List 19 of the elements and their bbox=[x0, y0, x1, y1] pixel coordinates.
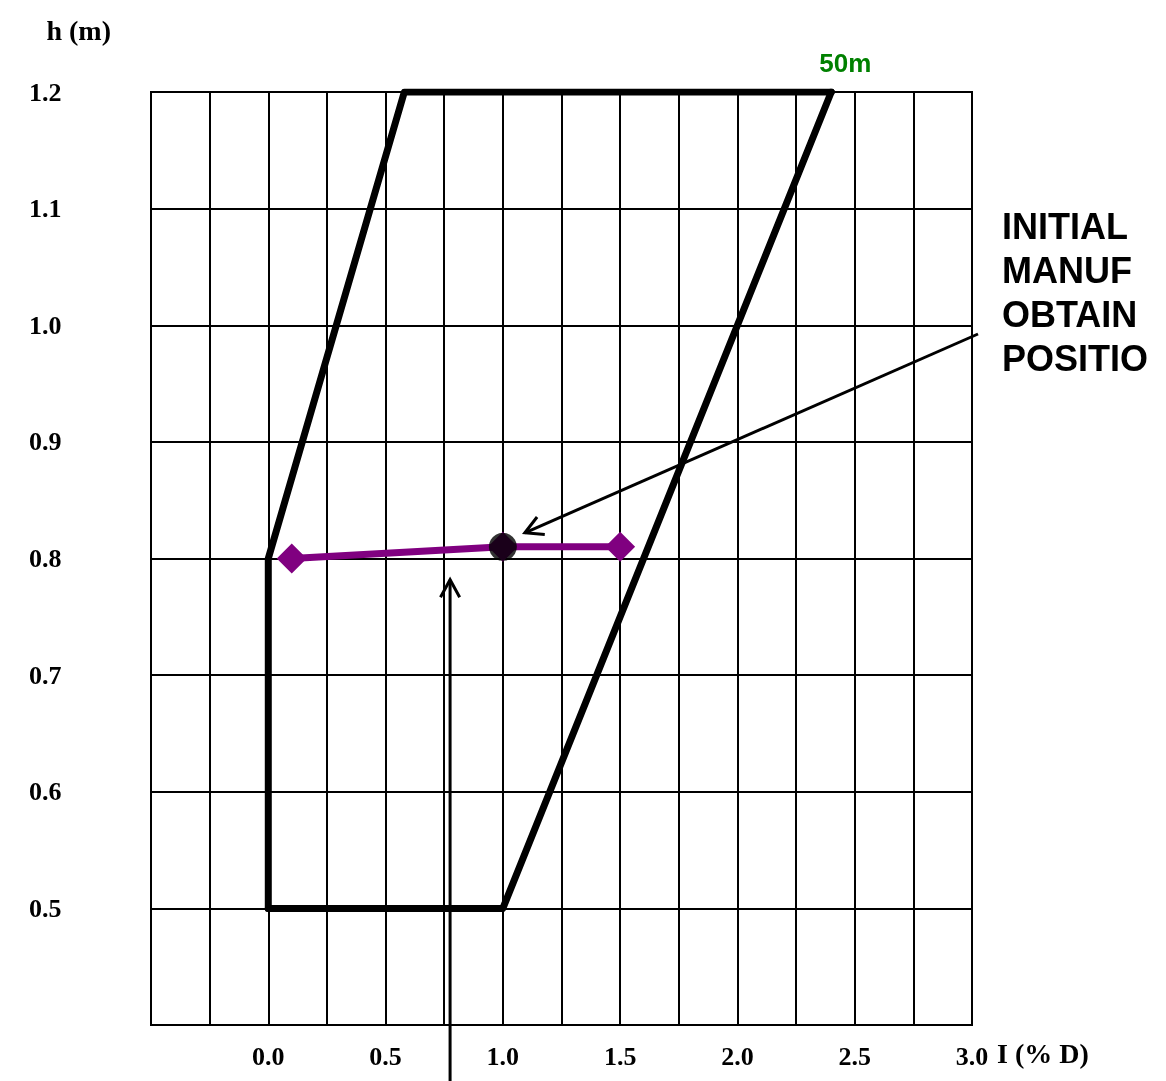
x-tick-label: 2.0 bbox=[721, 1041, 754, 1071]
y-tick-label: 1.2 bbox=[29, 77, 62, 107]
x-tick-label: 3.0 bbox=[955, 1041, 989, 1071]
y-tick-label: 0.5 bbox=[29, 893, 62, 923]
x-tick-label: 0.0 bbox=[252, 1041, 285, 1071]
y-tick-label: 0.6 bbox=[29, 777, 62, 807]
x-tick-label: 2.5 bbox=[838, 1041, 871, 1071]
x-axis-title: I (% D) bbox=[997, 1037, 1089, 1069]
y-tick-label: 0.9 bbox=[29, 427, 62, 457]
x-tick-label: 1.5 bbox=[603, 1041, 637, 1071]
y-tick-label: 1.1 bbox=[29, 194, 62, 224]
y-axis-title: h (m) bbox=[46, 14, 111, 46]
x-tick-label: 1.0 bbox=[486, 1041, 520, 1071]
y-tick-label: 0.7 bbox=[29, 660, 62, 690]
annotation: 50m bbox=[819, 48, 872, 78]
x-tick-label: 0.5 bbox=[369, 1041, 402, 1071]
y-tick-label: 1.0 bbox=[29, 310, 62, 340]
text: INITIAL MANUF OBTAIN POSITIO bbox=[1002, 205, 1149, 379]
y-tick-label: 0.8 bbox=[29, 544, 62, 573]
